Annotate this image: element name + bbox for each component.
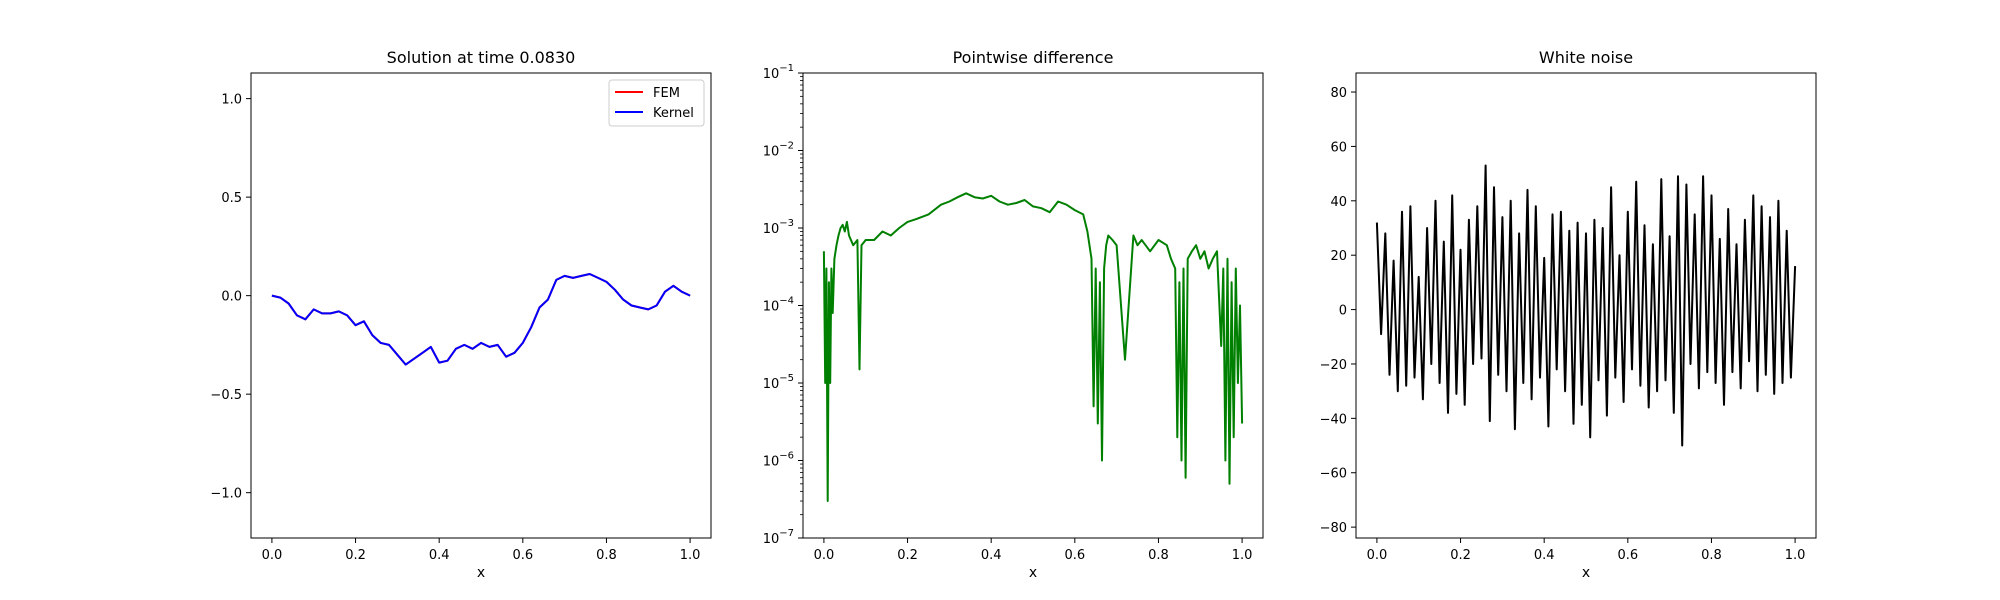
y-tick-label: 20 (1330, 249, 1347, 264)
x-tick-label: 0.4 (429, 548, 450, 563)
y-tick-label: 1.0 (221, 93, 242, 108)
panel-solution-frame (250, 72, 712, 539)
panel-noise-title: White noise (1539, 48, 1633, 67)
y-tick-label: 0 (1339, 304, 1347, 319)
panel-solution-title: Solution at time 0.0830 (387, 48, 576, 67)
x-tick-label: 1.0 (680, 548, 701, 563)
panel-difference-series (822, 192, 1244, 502)
y-tick-label: 60 (1330, 140, 1347, 155)
x-tick-label: 0.0 (1367, 548, 1388, 563)
y-tick-label: −40 (1320, 412, 1347, 427)
x-tick-label: 0.0 (814, 548, 835, 563)
panel-noise-line (1375, 164, 1797, 447)
x-tick-label: 0.8 (596, 548, 617, 563)
x-tick-label: 1.0 (1232, 548, 1253, 563)
y-tick-label: 0.5 (221, 191, 242, 206)
panel-solution-y-ticks: −1.0 −0.5 0.0 0.5 1.0 (210, 93, 251, 502)
panel-difference-xlabel: x (1029, 565, 1037, 581)
x-tick-label: 0.8 (1148, 548, 1169, 563)
panel-noise-xlabel: x (1582, 565, 1590, 581)
panel-solution-xlabel: x (477, 565, 485, 581)
x-tick-label: 0.4 (1534, 548, 1555, 563)
y-tick-label: 40 (1330, 195, 1347, 210)
x-tick-label: 0.0 (262, 548, 283, 563)
x-tick-label: 0.8 (1701, 548, 1722, 563)
x-tick-label: 0.2 (345, 548, 366, 563)
x-tick-label: 0.2 (1450, 548, 1471, 563)
x-tick-label: 0.6 (1617, 548, 1638, 563)
x-tick-label: 0.4 (981, 548, 1002, 563)
x-tick-label: 0.6 (512, 548, 533, 563)
panel-noise-y-ticks: −80 −60 −40 −20 0 20 40 60 80 (1320, 86, 1356, 536)
panel-noise-series (1375, 164, 1797, 447)
panel-difference-title: Pointwise difference (953, 48, 1114, 67)
panel-noise-frame (1355, 72, 1817, 539)
legend-kernel-label: Kernel (653, 106, 694, 121)
panel-noise: White noise 0.0 0.2 0.4 0.6 0.8 1.0 −80 −60 −40… (1320, 48, 1817, 581)
panel-solution: Solution at time 0.0830 0.0 0.2 0.4 0.6 0.8 1… (210, 48, 712, 581)
y-tick-label: −60 (1320, 467, 1347, 482)
x-tick-label: 0.2 (897, 548, 918, 563)
panel-solution-x-ticks: 0.0 0.2 0.4 0.6 0.8 1.0 (262, 538, 701, 563)
x-tick-label: 1.0 (1785, 548, 1806, 563)
panel-solution-legend: FEM Kernel (608, 79, 705, 127)
panel-difference-line (822, 192, 1244, 502)
panel-difference: Pointwise difference 0.0 0.2 0.4 0.6 0.8 1.0 … (763, 48, 1264, 581)
y-tick-label: −1.0 (210, 487, 242, 502)
panel-solution-series (271, 273, 691, 366)
y-tick-label: 80 (1330, 86, 1347, 101)
y-tick-label: 0.0 (221, 290, 242, 305)
panel-noise-x-ticks: 0.0 0.2 0.4 0.6 0.8 1.0 (1367, 538, 1806, 563)
legend-fem-label: FEM (653, 86, 680, 101)
x-tick-label: 0.6 (1064, 548, 1085, 563)
panel-difference-y-ticks: 10−710−610−510−410−310−210−1 (763, 63, 803, 547)
series-kernel-line (271, 273, 691, 366)
panel-difference-x-ticks: 0.0 0.2 0.4 0.6 0.8 1.0 (814, 538, 1253, 563)
y-tick-label: −80 (1320, 521, 1347, 536)
y-tick-label: −0.5 (210, 388, 242, 403)
y-tick-label: −20 (1320, 358, 1347, 373)
